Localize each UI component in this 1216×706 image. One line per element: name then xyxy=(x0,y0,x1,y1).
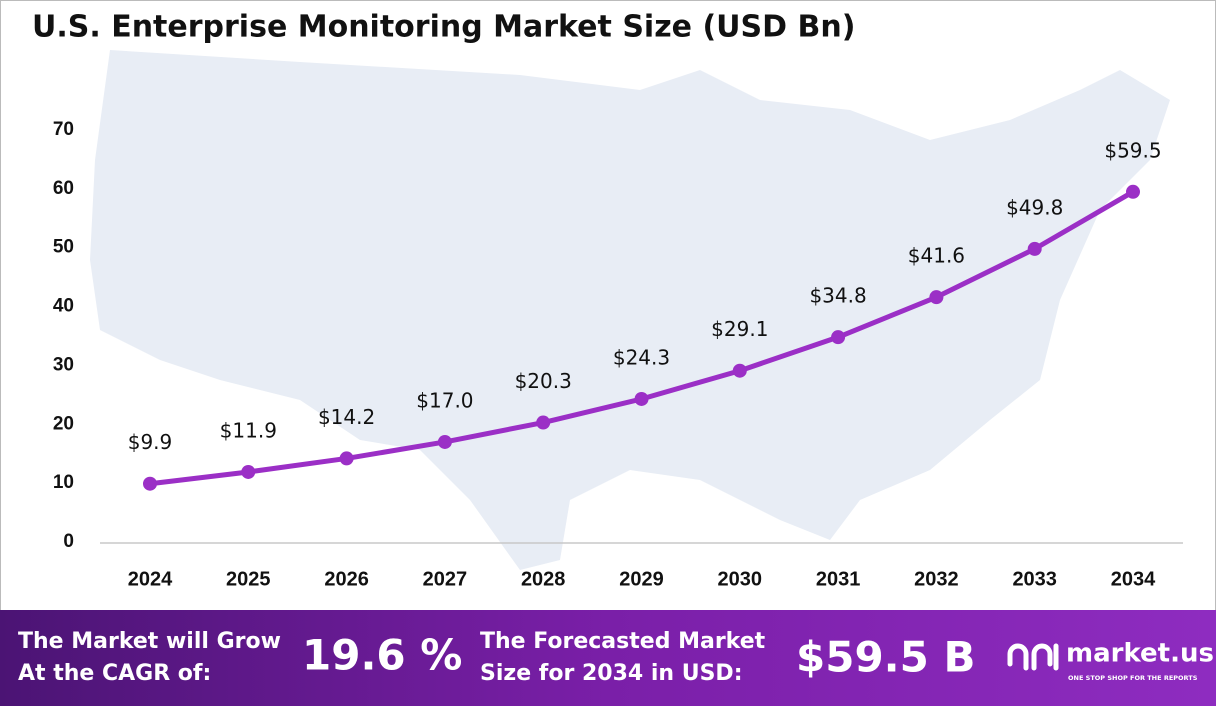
value-label: $49.8 xyxy=(1006,195,1063,219)
brand-tagline: ONE STOP SHOP FOR THE REPORTS xyxy=(1068,674,1198,682)
x-tick-label: 2024 xyxy=(128,568,173,590)
x-tick-label: 2025 xyxy=(226,568,271,590)
brand: market.us xyxy=(1066,639,1214,669)
forecast-label: The Forecasted Market xyxy=(480,629,766,654)
x-tick-label: 2034 xyxy=(1111,568,1156,590)
data-point xyxy=(143,476,157,491)
value-label: $29.1 xyxy=(711,317,768,341)
data-point xyxy=(929,290,944,305)
data-point xyxy=(634,391,649,406)
x-tick-label: 2033 xyxy=(1012,568,1057,590)
y-tick-label: 50 xyxy=(53,237,74,258)
cagr-label: At the CAGR of: xyxy=(18,661,211,686)
x-tick-label: 2029 xyxy=(619,568,664,590)
value-label: $9.9 xyxy=(128,430,173,454)
chart-title: U.S. Enterprise Monitoring Market Size (… xyxy=(32,10,855,45)
y-tick-label: 40 xyxy=(53,296,74,317)
x-tick-label: 2026 xyxy=(324,568,369,590)
y-tick-label: 60 xyxy=(53,178,74,199)
footer-band xyxy=(0,610,1216,706)
cagr-label: The Market will Grow xyxy=(18,629,281,654)
value-label: $34.8 xyxy=(809,284,866,308)
y-tick-label: 0 xyxy=(63,531,74,552)
forecast-value: $59.5 B xyxy=(796,633,975,682)
value-label: $14.2 xyxy=(318,405,375,429)
data-point xyxy=(1126,184,1140,199)
data-point xyxy=(1027,241,1042,256)
forecast-label: Size for 2034 in USD: xyxy=(480,661,743,686)
value-label: $59.5 xyxy=(1104,138,1161,162)
x-tick-label: 2032 xyxy=(914,568,959,590)
value-label: $11.9 xyxy=(220,418,277,442)
x-tick-label: 2027 xyxy=(423,568,468,590)
y-tick-label: 20 xyxy=(53,413,74,434)
brand-icon xyxy=(1007,643,1059,671)
x-tick-label: 2030 xyxy=(718,568,763,590)
data-point xyxy=(339,451,354,466)
data-point xyxy=(241,464,256,479)
data-point xyxy=(536,415,551,430)
x-tick-label: 2028 xyxy=(521,568,566,590)
x-tick-label: 2031 xyxy=(816,568,861,590)
cagr-value: 19.6 % xyxy=(302,631,462,680)
y-tick-label: 30 xyxy=(53,354,74,375)
value-label: $17.0 xyxy=(416,388,473,412)
map-background xyxy=(90,50,1170,570)
data-point xyxy=(732,363,747,378)
value-label: $20.3 xyxy=(515,369,572,393)
y-tick-label: 70 xyxy=(53,119,74,140)
data-point xyxy=(437,434,452,449)
value-label: $41.6 xyxy=(908,244,965,268)
y-tick-label: 10 xyxy=(53,472,74,493)
value-label: $24.3 xyxy=(613,345,670,369)
data-point xyxy=(831,330,846,345)
